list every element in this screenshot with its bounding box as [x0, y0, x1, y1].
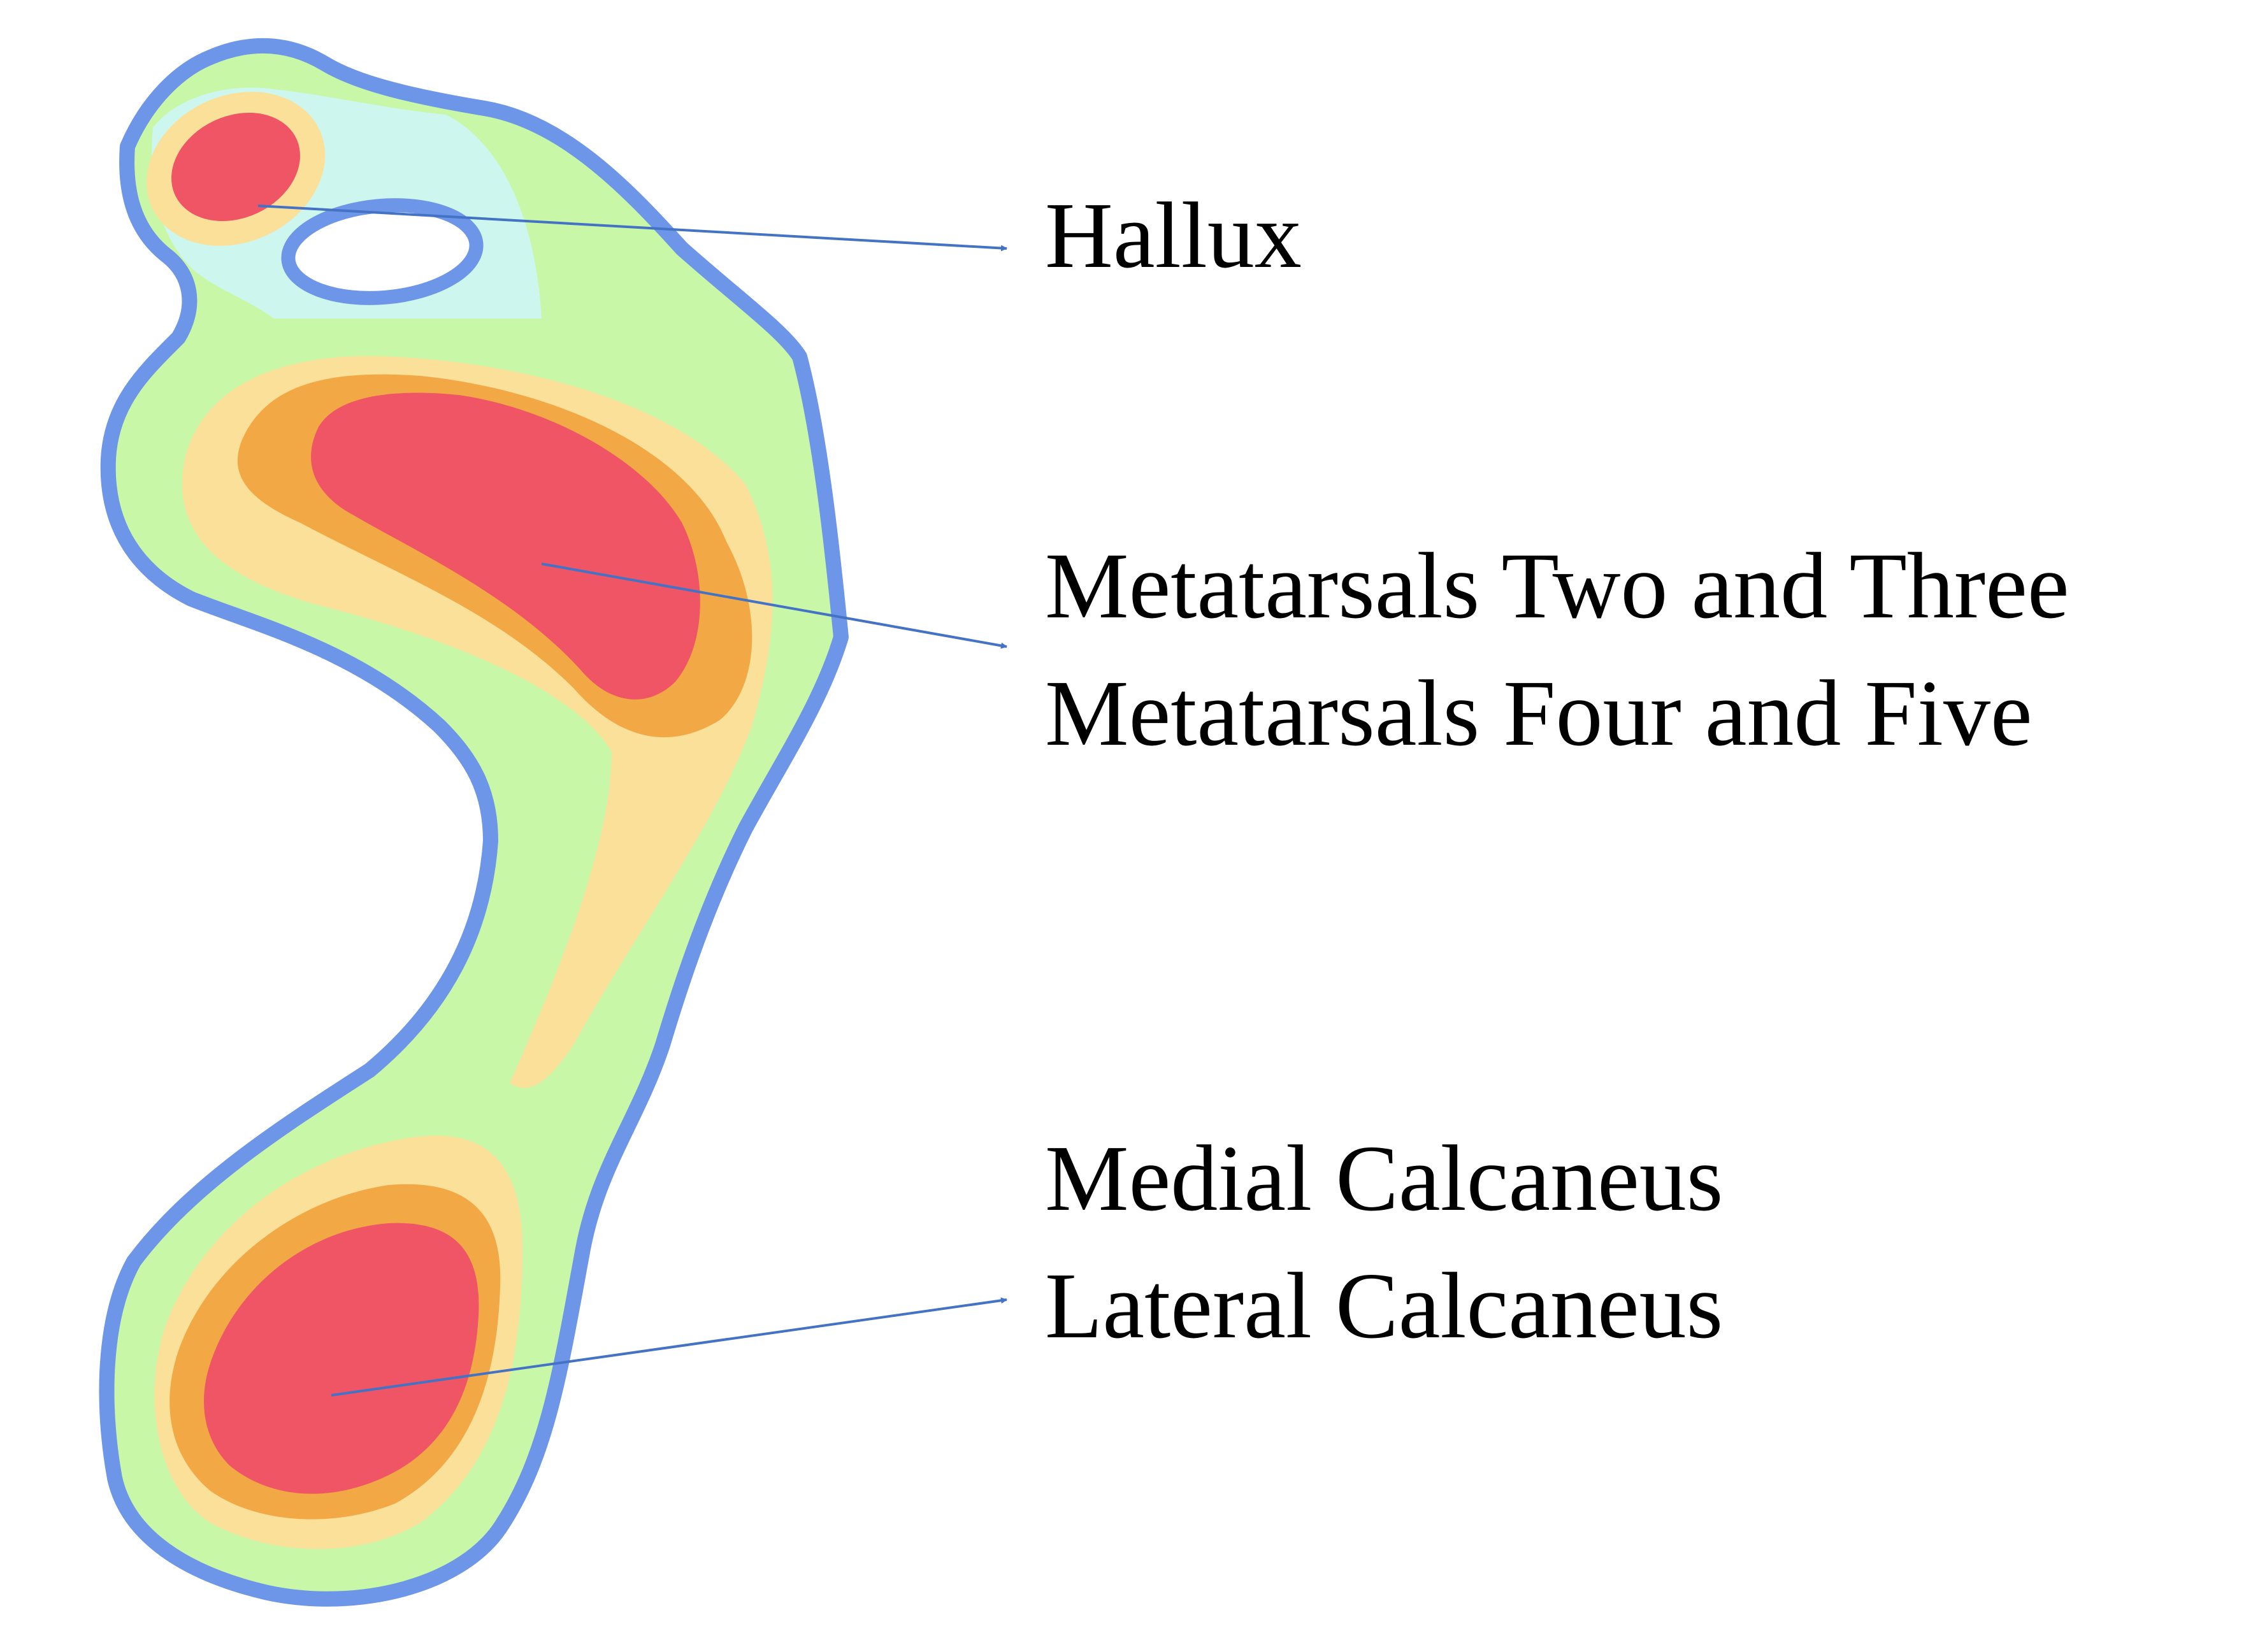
hallux-peak-zone: [171, 112, 300, 222]
hallux-label-text: Hallux: [1045, 183, 1302, 288]
hallux-arrow: [257, 205, 1007, 252]
metatarsals-label: Metatarsals Two and Three Metatarsals Fo…: [1045, 522, 2069, 777]
metatarsal-peak-zone: [311, 392, 700, 700]
calcaneus-arrow: [331, 1297, 1007, 1397]
heel-peak-zone: [204, 1223, 479, 1494]
metatarsals-arrow: [541, 563, 1007, 649]
calcaneus-label: Medial Calcaneus Lateral Calcaneus: [1045, 1115, 1723, 1370]
lateral-calcaneus-label: Lateral Calcaneus: [1045, 1254, 1724, 1358]
toe-gap: [281, 198, 484, 305]
medial-calcaneus-label: Medial Calcaneus: [1045, 1126, 1724, 1231]
hallux-label: Hallux: [1045, 172, 1302, 299]
metatarsals-four-five-label: Metatarsals Four and Five: [1045, 661, 2033, 766]
metatarsals-two-three-label: Metatarsals Two and Three: [1045, 534, 2069, 638]
